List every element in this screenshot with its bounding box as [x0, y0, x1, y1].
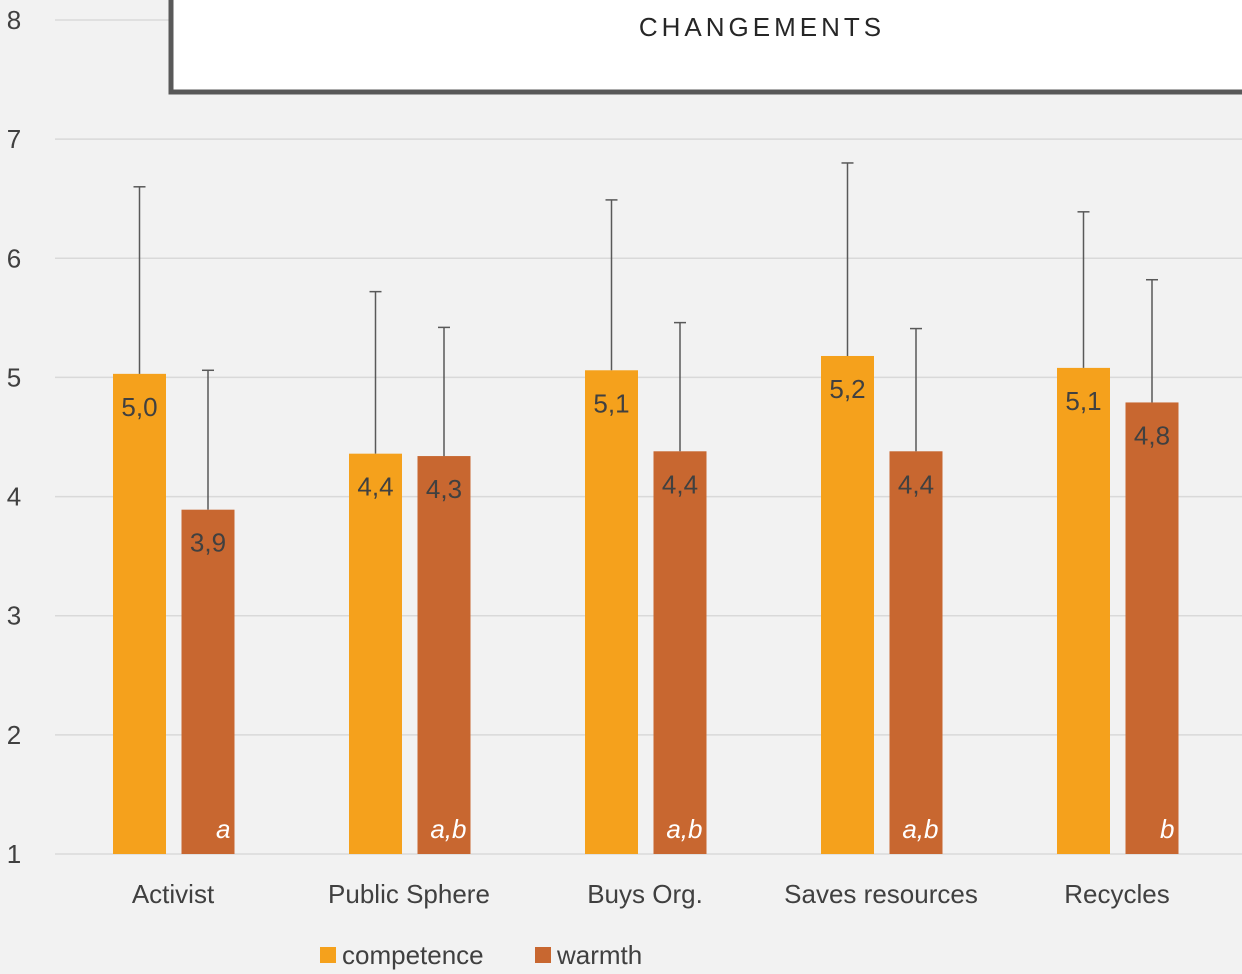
x-tick-label: Public Sphere: [328, 879, 490, 909]
data-label: 4,3: [426, 474, 462, 504]
bar: [653, 451, 707, 854]
y-tick-label: 5: [7, 362, 21, 392]
bar: [889, 451, 943, 854]
y-tick-label: 1: [7, 839, 21, 869]
chart-title: CHANGEMENTS: [639, 12, 885, 42]
annotation: a,b: [430, 814, 466, 844]
data-label: 4,4: [898, 469, 934, 499]
y-tick-label: 8: [7, 5, 21, 35]
bar: [181, 509, 235, 854]
y-tick-label: 7: [7, 124, 21, 154]
y-tick-label: 4: [7, 482, 21, 512]
data-label: 5,2: [829, 374, 865, 404]
x-tick-label: Saves resources: [784, 879, 978, 909]
y-tick-label: 3: [7, 601, 21, 631]
data-label: 3,9: [190, 528, 226, 558]
x-tick-label: Buys Org.: [587, 879, 703, 909]
data-label: 4,4: [357, 472, 393, 502]
annotation: a,b: [902, 814, 938, 844]
data-label: 5,1: [593, 388, 629, 418]
data-label: 5,1: [1065, 386, 1101, 416]
data-label: 5,0: [121, 392, 157, 422]
x-tick-label: Recycles: [1064, 879, 1169, 909]
bar: [1125, 402, 1179, 854]
y-tick-label: 6: [7, 243, 21, 273]
bar: [821, 355, 874, 854]
data-label: 4,8: [1134, 420, 1170, 450]
bar: [113, 373, 166, 854]
annotation: a: [216, 814, 230, 844]
bar: [1057, 367, 1110, 854]
bar: [417, 456, 471, 854]
legend-swatch: [535, 947, 551, 963]
legend-label: competence: [342, 940, 484, 970]
x-tick-label: Activist: [132, 879, 215, 909]
legend-label: warmth: [556, 940, 642, 970]
title-box: [168, 0, 1242, 95]
y-tick-label: 2: [7, 720, 21, 750]
annotation: b: [1160, 814, 1174, 844]
legend-swatch: [320, 947, 336, 963]
data-label: 4,4: [662, 469, 698, 499]
annotation: a,b: [666, 814, 702, 844]
bar: [585, 370, 638, 854]
bar: [349, 453, 402, 854]
